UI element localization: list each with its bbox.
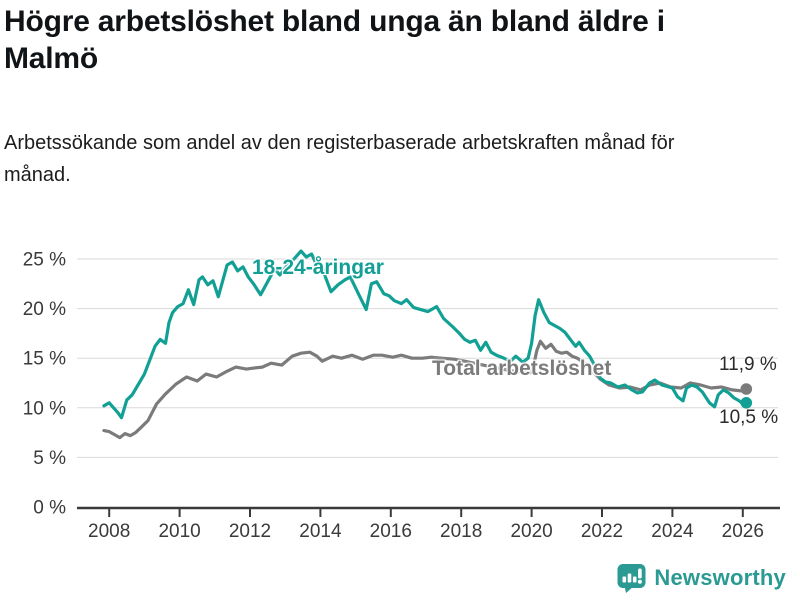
series-end-dot-youth <box>740 397 753 409</box>
x-tick-label: 2014 <box>299 521 342 542</box>
x-tick-label: 2020 <box>510 521 552 542</box>
x-tick-label: 2024 <box>651 521 694 542</box>
y-tick-label: 0 % <box>33 498 66 519</box>
series-label-total: Total arbetslöshet <box>432 357 612 380</box>
newsworthy-wordmark: Newsworthy <box>654 564 786 590</box>
series-end-dot-total <box>740 383 753 395</box>
x-tick-label: 2026 <box>722 521 764 542</box>
y-tick-label: 15 % <box>23 349 66 370</box>
series-line-youth <box>102 249 748 420</box>
x-tick-label: 2022 <box>581 521 623 542</box>
x-tick-label: 2010 <box>158 521 200 542</box>
newsworthy-logo[interactable]: Newsworthy <box>616 562 786 593</box>
series-line-total <box>102 339 748 440</box>
y-tick-label: 20 % <box>23 299 66 320</box>
y-tick-label: 25 % <box>23 250 66 271</box>
chart-subtitle: Arbetssökande som andel av den registerb… <box>4 131 675 186</box>
y-tick-label: 10 % <box>23 398 66 419</box>
x-tick-label: 2008 <box>88 521 130 542</box>
end-value-youth: 10,5 % <box>719 407 779 428</box>
chart-header: Högre arbetslöshet bland unga än bland ä… <box>4 4 784 191</box>
x-tick-label: 2016 <box>370 521 412 542</box>
newsworthy-bubble-icon <box>617 564 646 593</box>
series-label-youth: 18-24-åringar <box>252 256 384 279</box>
page-title: Högre arbetslöshet bland unga än bland ä… <box>4 5 665 75</box>
y-tick-label: 5 % <box>33 448 66 469</box>
end-value-total: 11,9 % <box>719 354 777 375</box>
x-tick-label: 2018 <box>440 521 482 542</box>
x-tick-label: 2012 <box>229 521 271 542</box>
